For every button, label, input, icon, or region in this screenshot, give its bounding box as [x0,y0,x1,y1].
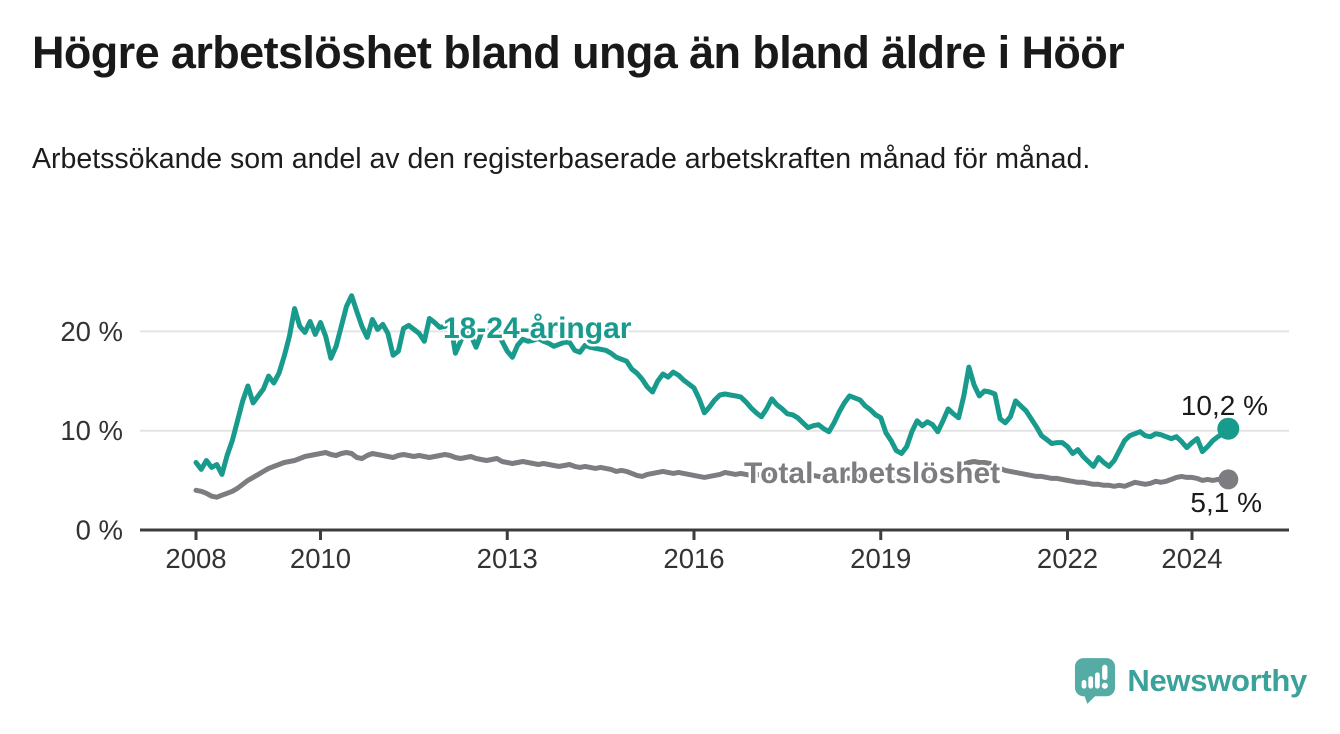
series-line-youth [193,293,1231,477]
axes [140,528,1289,540]
series-line-total [193,450,1231,500]
y-axis-labels: 0 % 10 % 20 % [60,316,123,546]
gridlines [140,330,1289,432]
x-tick-label: 2010 [290,543,351,574]
end-dot-youth [1217,417,1240,440]
x-tick-label: 2024 [1161,543,1222,574]
x-axis-labels: 2008 2010 2013 2016 2019 2022 2024 [165,543,1222,574]
y-tick-label: 10 % [60,415,123,446]
x-tick-label: 2008 [165,543,226,574]
page-title: Högre arbetslöshet bland unga än bland ä… [32,27,1125,78]
x-tick-label: 2016 [663,543,724,574]
end-value-label-youth: 10,2 % [1181,390,1268,421]
chart-subtitle: Arbetssökande som andel av den registerb… [32,143,1091,175]
series-label-youth: 18-24-åringar [443,312,632,345]
y-tick-label: 0 % [76,515,123,546]
newsworthy-logo-text: Newsworthy [1127,663,1307,698]
x-tick-label: 2022 [1037,543,1098,574]
series-label-total: Total arbetslöshet [744,457,1000,490]
end-dot-total [1218,469,1239,490]
newsworthy-logo: Newsworthy [1074,656,1307,706]
x-tick-label: 2013 [477,543,538,574]
series-end-dots [1217,417,1240,490]
newsworthy-logo-icon [1075,658,1116,704]
series-lines [193,293,1231,500]
x-tick-label: 2019 [850,543,911,574]
y-tick-label: 20 % [60,316,123,347]
end-value-label-total: 5,1 % [1190,487,1262,518]
